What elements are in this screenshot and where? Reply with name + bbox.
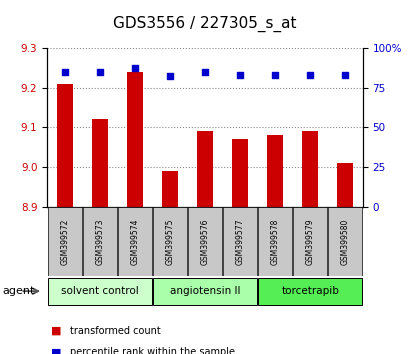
FancyBboxPatch shape — [258, 278, 361, 305]
Text: ■: ■ — [51, 326, 62, 336]
Point — [61, 69, 68, 75]
FancyBboxPatch shape — [222, 207, 256, 276]
FancyBboxPatch shape — [258, 207, 291, 276]
Text: GSM399574: GSM399574 — [130, 218, 139, 265]
Text: ■: ■ — [51, 347, 62, 354]
FancyBboxPatch shape — [153, 207, 187, 276]
Text: GSM399576: GSM399576 — [200, 218, 209, 265]
FancyBboxPatch shape — [188, 207, 221, 276]
Bar — [162, 171, 178, 207]
Bar — [127, 72, 142, 207]
Bar — [301, 131, 317, 207]
Bar — [57, 84, 72, 207]
Bar — [197, 131, 212, 207]
Point — [166, 74, 173, 79]
Text: percentile rank within the sample: percentile rank within the sample — [70, 347, 234, 354]
Text: GSM399575: GSM399575 — [165, 218, 174, 265]
Bar — [337, 163, 352, 207]
Text: GDS3556 / 227305_s_at: GDS3556 / 227305_s_at — [113, 16, 296, 32]
Text: GSM399572: GSM399572 — [60, 218, 69, 265]
FancyBboxPatch shape — [48, 278, 151, 305]
Text: GSM399580: GSM399580 — [340, 218, 349, 265]
Point — [271, 72, 278, 78]
FancyBboxPatch shape — [293, 207, 326, 276]
Text: agent: agent — [2, 286, 34, 296]
Point — [236, 72, 243, 78]
Text: GSM399579: GSM399579 — [305, 218, 314, 265]
Text: angiotensin II: angiotensin II — [169, 286, 240, 296]
Point — [201, 69, 208, 75]
Text: torcetrapib: torcetrapib — [281, 286, 338, 296]
FancyBboxPatch shape — [118, 207, 151, 276]
Bar — [231, 139, 247, 207]
Point — [341, 72, 348, 78]
Bar — [92, 120, 108, 207]
Point — [131, 66, 138, 72]
Point — [306, 72, 313, 78]
Text: GSM399577: GSM399577 — [235, 218, 244, 265]
Text: GSM399578: GSM399578 — [270, 218, 279, 265]
FancyBboxPatch shape — [153, 278, 256, 305]
FancyBboxPatch shape — [328, 207, 361, 276]
Bar — [267, 136, 282, 207]
FancyBboxPatch shape — [83, 207, 116, 276]
Text: GSM399573: GSM399573 — [95, 218, 104, 265]
Text: transformed count: transformed count — [70, 326, 160, 336]
FancyBboxPatch shape — [48, 207, 81, 276]
Point — [96, 69, 103, 75]
Text: solvent control: solvent control — [61, 286, 138, 296]
